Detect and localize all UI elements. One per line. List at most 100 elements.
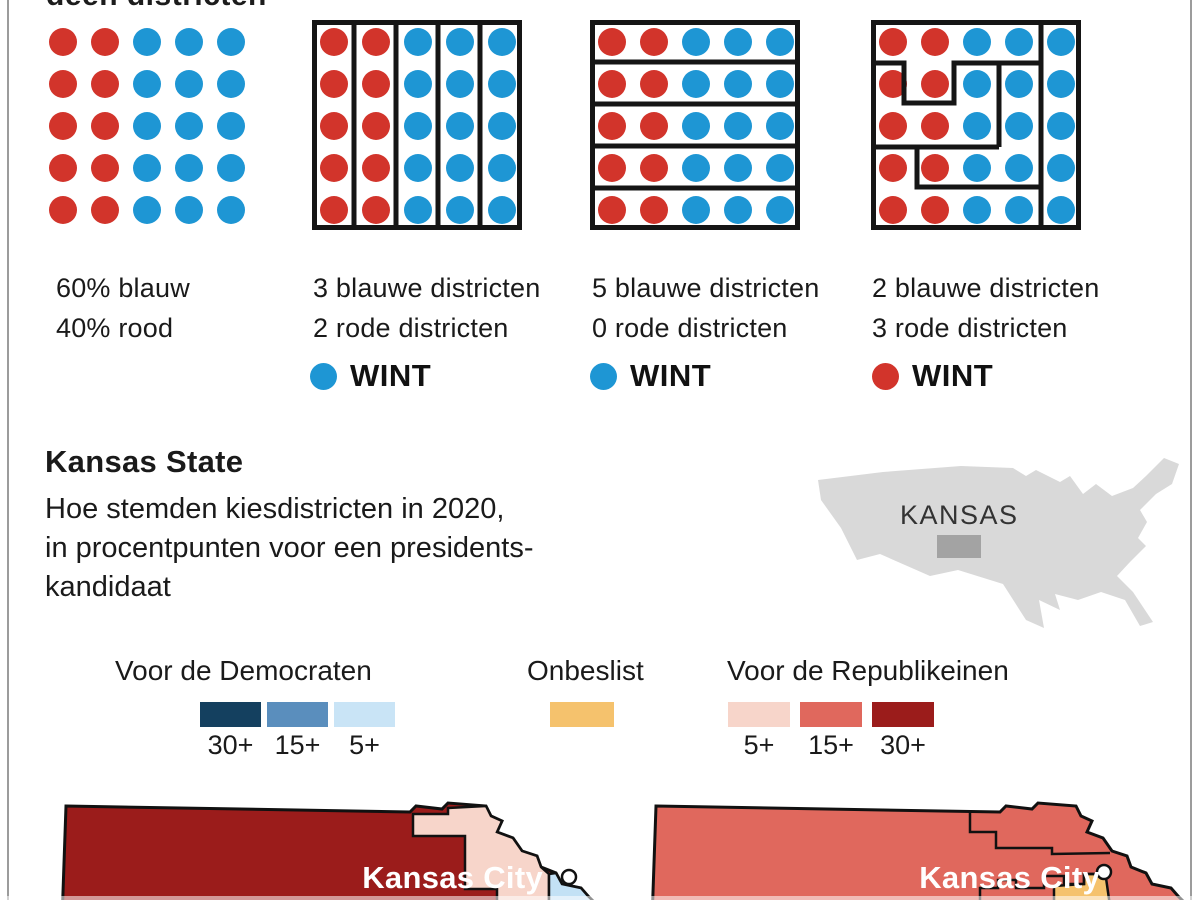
blue-voter-dot <box>446 154 474 182</box>
winner-dot-icon <box>872 362 899 390</box>
winner-dot-icon <box>310 362 337 390</box>
winner-vertical: WINT <box>310 358 431 394</box>
blue-voter-dot <box>446 70 474 98</box>
caption-line: 2 rode districten <box>313 313 509 343</box>
kansas-city-marker <box>1095 863 1113 881</box>
red-voter-dot <box>320 112 348 140</box>
blue-voter-dot <box>446 112 474 140</box>
caption-line: 5 blauwe districten <box>592 273 820 303</box>
red-voter-dot <box>598 154 626 182</box>
red-voter-dot <box>362 70 390 98</box>
caption-gerrymandered: 2 blauwe districten 3 rode districten <box>872 268 1099 348</box>
blue-voter-dot <box>446 28 474 56</box>
red-voter-dot <box>921 28 949 56</box>
swatch-dem-15 <box>267 702 328 727</box>
swatch-dem-30 <box>200 702 261 727</box>
blue-voter-dot <box>488 28 516 56</box>
winner-label: WINT <box>912 358 994 393</box>
usa-locator-map: KANSAS <box>805 450 1195 650</box>
blue-voter-dot <box>1005 112 1033 140</box>
swatch-rep-30 <box>872 702 934 727</box>
blue-voter-dot <box>766 196 794 224</box>
red-voter-dot <box>49 154 77 182</box>
winner-horizontal: WINT <box>590 358 711 394</box>
red-voter-dot <box>598 28 626 56</box>
blue-voter-dot <box>1047 70 1075 98</box>
blue-voter-dot <box>404 196 432 224</box>
blue-voter-dot <box>682 196 710 224</box>
red-voter-dot <box>320 28 348 56</box>
red-voter-dot <box>640 154 668 182</box>
blue-voter-dot <box>404 154 432 182</box>
blue-voter-dot <box>217 112 245 140</box>
red-voter-dot <box>879 28 907 56</box>
blue-voter-dot <box>1005 154 1033 182</box>
caption-line: 0 rode districten <box>592 313 788 343</box>
cropped-heading-text: deen districten <box>46 0 267 13</box>
red-voter-dot <box>49 70 77 98</box>
blue-voter-dot <box>175 154 203 182</box>
blue-voter-dot <box>682 112 710 140</box>
panel-border <box>590 20 800 230</box>
legend-republican-swatches <box>728 702 934 727</box>
blue-voter-dot <box>963 70 991 98</box>
section-title: Kansas State <box>45 444 244 479</box>
blue-voter-dot <box>1005 28 1033 56</box>
blue-voter-dot <box>682 70 710 98</box>
district-boundary-line <box>914 147 1041 190</box>
red-voter-dot <box>320 70 348 98</box>
red-voter-dot <box>49 28 77 56</box>
blue-voter-dot <box>488 196 516 224</box>
panel-gerrymandered-districts <box>871 20 1081 230</box>
blue-voter-dot <box>724 154 752 182</box>
caption-line: 60% blauw <box>56 273 190 303</box>
red-voter-dot <box>879 112 907 140</box>
subtitle-line: Hoe stemden kiesdistricten in 2020, <box>45 493 505 525</box>
district-kansas-city-blue <box>547 871 594 900</box>
blue-voter-dot <box>133 196 161 224</box>
caption-vertical: 3 blauwe districten 2 rode districten <box>313 268 540 348</box>
red-voter-dot <box>640 112 668 140</box>
legend-republican-ticks: 5+ 15+ 30+ <box>728 730 934 761</box>
panel-border <box>871 20 1081 230</box>
right-border-line <box>1190 0 1192 900</box>
winner-gerrymandered: WINT <box>872 358 993 394</box>
district-boundary-line <box>871 60 1041 106</box>
red-voter-dot <box>320 154 348 182</box>
tick: 30+ <box>207 730 254 760</box>
swatch-rep-15 <box>800 702 862 727</box>
red-voter-dot <box>879 196 907 224</box>
blue-voter-dot <box>217 196 245 224</box>
red-voter-dot <box>640 196 668 224</box>
district-line-upper <box>968 812 1111 856</box>
blue-voter-dot <box>488 112 516 140</box>
red-voter-dot <box>91 196 119 224</box>
tick: 15+ <box>808 730 854 760</box>
caption-line: 2 blauwe districten <box>872 273 1100 303</box>
kansas-map-alternative: Kansas City <box>640 796 1188 900</box>
blue-voter-dot <box>682 28 710 56</box>
blue-voter-dot <box>766 28 794 56</box>
blue-voter-dot <box>133 154 161 182</box>
blue-voter-dot <box>766 70 794 98</box>
red-voter-dot <box>598 70 626 98</box>
red-voter-dot <box>49 196 77 224</box>
blue-voter-dot <box>488 70 516 98</box>
blue-voter-dot <box>1047 28 1075 56</box>
kansas-label: KANSAS <box>900 500 1019 530</box>
kansas-highlight-rect <box>937 535 981 558</box>
red-voter-dot <box>91 28 119 56</box>
blue-voter-dot <box>133 112 161 140</box>
caption-horizontal: 5 blauwe districten 0 rode districten <box>592 268 819 348</box>
tick: 30+ <box>880 730 926 760</box>
blue-voter-dot <box>217 70 245 98</box>
swatch-undecided <box>550 702 614 727</box>
subtitle-line: kandidaat <box>45 571 171 603</box>
blue-voter-dot <box>175 70 203 98</box>
red-voter-dot <box>598 196 626 224</box>
district-line-lower <box>978 872 1107 900</box>
red-voter-dot <box>640 28 668 56</box>
usa-outline <box>818 458 1179 628</box>
blue-voter-dot <box>133 28 161 56</box>
